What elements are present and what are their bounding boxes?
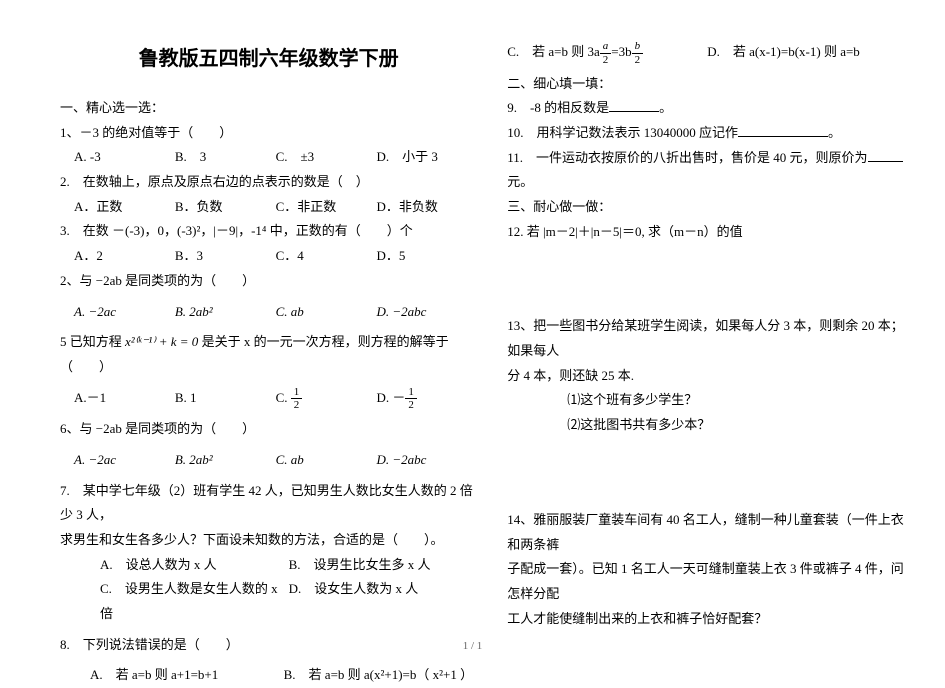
- q2-options: A．正数 B．负数 C．非正数 D．非负数: [60, 195, 477, 220]
- q8c-mid: =3b: [611, 44, 631, 59]
- fraction-a2-icon: a2: [600, 40, 612, 65]
- q2-opt-b: B．负数: [175, 195, 276, 220]
- fraction-b2-icon: b2: [632, 40, 644, 65]
- q8-opt-d: D. 若 a(x-1)=b(x-1) 则 a=b: [707, 40, 915, 65]
- q11-text: 11. 一件运动衣按原价的八折出售时，售价是 40 元，则原价为: [507, 150, 867, 165]
- q4-text: 2、与 −2ab 是同类项的为（ ）: [60, 273, 255, 288]
- q14-line3: 工人才能使缝制出来的上衣和裤子恰好配套？: [507, 607, 915, 632]
- work-space: [507, 244, 915, 314]
- q12: 12. 若 |m－2|＋|n－5|＝0, 求（m－n）的值: [507, 220, 915, 245]
- frac-d: 2: [632, 54, 644, 66]
- frac-n: a: [600, 40, 612, 53]
- q5-stem: 5 已知方程 x²⁽ᵏ⁻¹⁾ + k = 0 是关于 x 的一元一次方程，则方程…: [60, 330, 477, 379]
- q13-sub2: ⑵这批图书共有多少本？: [507, 413, 915, 438]
- frac-n: 1: [405, 386, 417, 399]
- q5-eq: x²⁽ᵏ⁻¹⁾ + k = 0: [125, 334, 198, 349]
- q3-opt-c: C．4: [276, 244, 377, 269]
- blank-line-icon: [609, 99, 659, 112]
- q7-options-row2: C. 设男生人数是女生人数的 x 倍 D. 设女生人数为 x 人: [60, 577, 477, 626]
- q1-opt-a: A. -3: [74, 145, 175, 170]
- section-1-heading: 一、精心选一选：: [60, 96, 477, 121]
- fraction-half-icon: 12: [291, 386, 303, 411]
- q13-line2: 分 4 本，则还缺 25 本.: [507, 364, 915, 389]
- q7-line2: 求男生和女生各多少人？下面设未知数的方法，合适的是（ ）。: [60, 528, 477, 553]
- q6-stem: 6、与 −2ab 是同类项的为（ ）: [60, 417, 477, 442]
- left-column: 鲁教版五四制六年级数学下册 一、精心选一选： 1、－3 的绝对值等于（ ） A.…: [60, 40, 497, 650]
- q8-options: A. 若 a=b 则 a+1=b+1 B. 若 a=b 则 a(x²+1)=b（…: [60, 663, 477, 688]
- q6-opt-d: D. −2abc: [376, 448, 477, 473]
- blank-line-icon: [738, 124, 828, 137]
- q8-options-cont: C. 若 a=b 则 3aa2=3bb2 D. 若 a(x-1)=b(x-1) …: [507, 40, 915, 66]
- q5-opt-a: A.－1: [74, 386, 175, 412]
- q10: 10. 用科学记数法表示 13040000 应记作。: [507, 121, 915, 146]
- q7-line1: 7. 某中学七年级（2）班有学生 42 人，已知男生人数比女生人数的 2 倍少 …: [60, 479, 477, 528]
- q4-stem: 2、与 −2ab 是同类项的为（ ）: [60, 269, 477, 294]
- q2-stem: 2. 在数轴上，原点及原点右边的点表示的数是（ ）: [60, 170, 477, 195]
- q9: 9. -8 的相反数是。: [507, 96, 915, 121]
- frac-d: 2: [600, 54, 612, 66]
- q1-options: A. -3 B. 3 C. ±3 D. 小于 3: [60, 145, 477, 170]
- q2-opt-c: C．非正数: [276, 195, 377, 220]
- page-footer: 1 / 1: [0, 640, 945, 652]
- q7-opt-d: D. 设女生人数为 x 人: [289, 577, 478, 626]
- q14-line2: 子配成一套）。已知 1 名工人一天可缝制童装上衣 3 件或裤子 4 件，问怎样分…: [507, 557, 915, 606]
- q7-opt-b: B. 设男生比女生多 x 人: [289, 553, 478, 578]
- q5-opt-b: B. 1: [175, 386, 276, 412]
- q6-options: A. −2ac B. 2ab² C. ab D. −2abc: [60, 448, 477, 473]
- q1-opt-b: B. 3: [175, 145, 276, 170]
- q8-opt-b: B. 若 a=b 则 a(x²+1)=b（ x²+1 ）: [284, 663, 478, 688]
- q8c-pre: C. 若 a=b 则 3a: [507, 44, 600, 59]
- q1-stem: 1、－3 的绝对值等于（ ）: [60, 121, 477, 146]
- q5d-pre: D. －: [376, 390, 405, 405]
- q4-options: A. −2ac B. 2ab² C. ab D. −2abc: [60, 300, 477, 325]
- q1-opt-d: D. 小于 3: [376, 145, 477, 170]
- q11: 11. 一件运动衣按原价的八折出售时，售价是 40 元，则原价为元。: [507, 146, 915, 195]
- work-space: [507, 438, 915, 508]
- q2-opt-d: D．非负数: [376, 195, 477, 220]
- q7-opt-a: A. 设总人数为 x 人: [100, 553, 289, 578]
- q5-opt-d: D. －12: [376, 386, 477, 412]
- q3-options: A．2 B．3 C．4 D．5: [60, 244, 477, 269]
- section-2-heading: 二、细心填一填：: [507, 72, 915, 97]
- q5-opt-c: C. 12: [276, 386, 377, 412]
- q7-opt-c: C. 设男生人数是女生人数的 x 倍: [100, 577, 289, 626]
- q13-line1: 13、把一些图书分给某班学生阅读，如果每人分 3 本，则剩余 20 本；如果每人: [507, 314, 915, 363]
- q4-opt-c: C. ab: [276, 300, 377, 325]
- right-column: C. 若 a=b 则 3aa2=3bb2 D. 若 a(x-1)=b(x-1) …: [497, 40, 915, 650]
- q8-opt-c: C. 若 a=b 则 3aa2=3bb2: [507, 40, 707, 66]
- q13-sub1: ⑴这个班有多少学生？: [507, 388, 915, 413]
- q6-opt-a: A. −2ac: [74, 448, 175, 473]
- q8-opt-a: A. 若 a=b 则 a+1=b+1: [90, 663, 284, 688]
- q3-opt-b: B．3: [175, 244, 276, 269]
- q1-opt-c: C. ±3: [276, 145, 377, 170]
- q4-opt-d: D. −2abc: [376, 300, 477, 325]
- q5-options: A.－1 B. 1 C. 12 D. －12: [60, 386, 477, 412]
- q4-opt-a: A. −2ac: [74, 300, 175, 325]
- q5-pre: 5 已知方程: [60, 334, 125, 349]
- q7-options-row1: A. 设总人数为 x 人 B. 设男生比女生多 x 人: [60, 553, 477, 578]
- worksheet-page: 鲁教版五四制六年级数学下册 一、精心选一选： 1、－3 的绝对值等于（ ） A.…: [0, 0, 945, 660]
- frac-n: 1: [291, 386, 303, 399]
- frac-d: 2: [405, 399, 417, 411]
- q3-stem: 3. 在数 －(-3)，0，(-3)²，|－9|，-1⁴ 中，正数的有（ ）个: [60, 219, 477, 244]
- q3-opt-a: A．2: [74, 244, 175, 269]
- q10-text: 10. 用科学记数法表示 13040000 应记作: [507, 125, 738, 140]
- frac-n: b: [632, 40, 644, 53]
- section-3-heading: 三、耐心做一做：: [507, 195, 915, 220]
- q2-opt-a: A．正数: [74, 195, 175, 220]
- q11-tail: 元。: [507, 174, 533, 189]
- q4-opt-b: B. 2ab²: [175, 300, 276, 325]
- frac-d: 2: [291, 399, 303, 411]
- q3-opt-d: D．5: [376, 244, 477, 269]
- q5c-pre: C.: [276, 390, 291, 405]
- fraction-half-icon: 12: [405, 386, 417, 411]
- q6-opt-b: B. 2ab²: [175, 448, 276, 473]
- blank-line-icon: [868, 149, 903, 162]
- q6-opt-c: C. ab: [276, 448, 377, 473]
- q9-text: 9. -8 的相反数是: [507, 100, 609, 115]
- doc-title: 鲁教版五四制六年级数学下册: [60, 40, 477, 78]
- q14-line1: 14、雅丽服装厂童装车间有 40 名工人，缝制一种儿童套装（一件上衣和两条裤: [507, 508, 915, 557]
